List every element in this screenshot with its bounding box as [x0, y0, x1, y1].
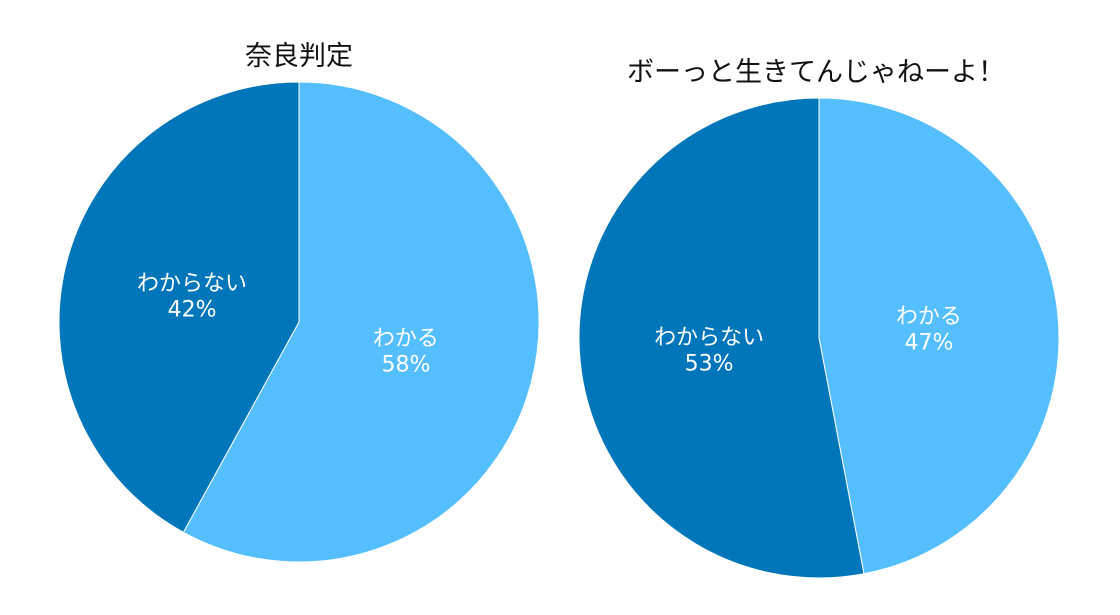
pie-slice-wakaru	[182, 81, 540, 563]
slice-percent-label: 47%	[904, 331, 953, 356]
pie-slice-wakaru	[818, 97, 1060, 575]
slice-label: わからない	[137, 272, 247, 297]
slice-label: わかる	[896, 305, 962, 330]
chart-title-nara: 奈良判定	[245, 41, 353, 72]
pie-slice-wakaranai	[578, 97, 865, 579]
slice-percent-label: 42%	[168, 298, 217, 323]
chart-title-chiko: ボーっと生きてんじゃねーよ！	[627, 57, 1005, 88]
pie-slice-wakaranai	[58, 81, 300, 533]
slice-percent-label: 58%	[381, 352, 430, 377]
slice-label: わかる	[373, 326, 439, 351]
slice-percent-label: 53%	[685, 351, 734, 376]
slice-label: わからない	[654, 325, 764, 350]
